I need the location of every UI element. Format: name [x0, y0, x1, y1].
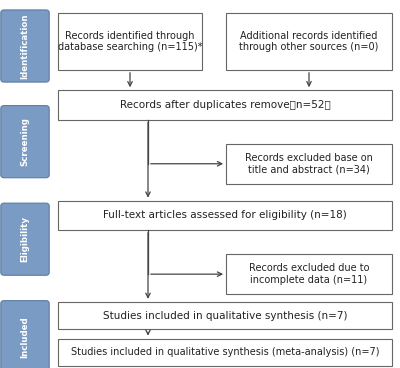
Text: Additional records identified
through other sources (n=0): Additional records identified through ot… — [239, 31, 379, 52]
Text: Included: Included — [20, 316, 30, 358]
FancyBboxPatch shape — [1, 301, 49, 368]
Text: Full-text articles assessed for eligibility (n=18): Full-text articles assessed for eligibil… — [103, 210, 347, 220]
Text: Studies included in qualitative synthesis (meta-analysis) (n=7): Studies included in qualitative synthesi… — [71, 347, 379, 357]
Text: Records excluded base on
title and abstract (n=34): Records excluded base on title and abstr… — [245, 153, 373, 174]
FancyBboxPatch shape — [58, 13, 202, 70]
FancyBboxPatch shape — [226, 13, 392, 70]
Text: Records identified through
database searching (n=115)*: Records identified through database sear… — [58, 31, 202, 52]
FancyBboxPatch shape — [226, 144, 392, 184]
FancyBboxPatch shape — [58, 201, 392, 230]
FancyBboxPatch shape — [58, 302, 392, 329]
Text: Identification: Identification — [20, 13, 30, 79]
Text: Records excluded due to
incomplete data (n=11): Records excluded due to incomplete data … — [249, 263, 369, 285]
Text: Screening: Screening — [20, 117, 30, 166]
FancyBboxPatch shape — [1, 10, 49, 82]
Text: Studies included in qualitative synthesis (n=7): Studies included in qualitative synthesi… — [103, 311, 347, 321]
Text: Records after duplicates remove（n=52）: Records after duplicates remove（n=52） — [120, 100, 330, 110]
FancyBboxPatch shape — [226, 254, 392, 294]
FancyBboxPatch shape — [1, 106, 49, 178]
FancyBboxPatch shape — [58, 339, 392, 366]
FancyBboxPatch shape — [58, 90, 392, 120]
FancyBboxPatch shape — [1, 203, 49, 275]
Text: Eligibility: Eligibility — [20, 216, 30, 262]
